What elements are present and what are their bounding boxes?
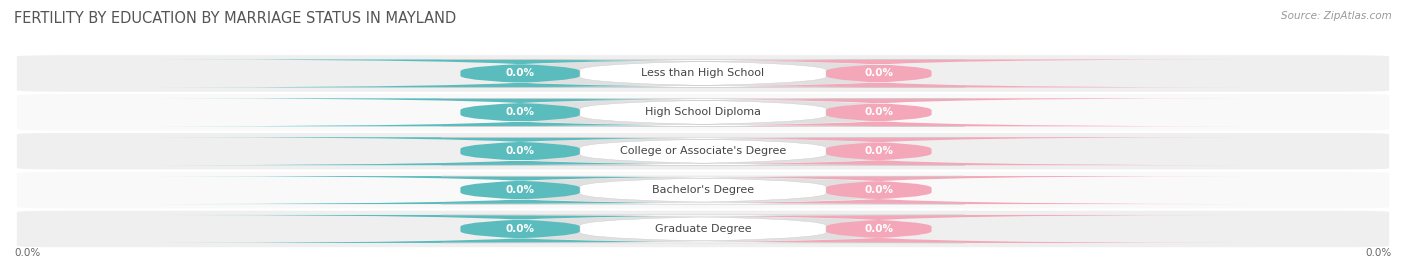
Text: 0.0%: 0.0% <box>865 146 893 156</box>
FancyBboxPatch shape <box>155 59 886 87</box>
Text: Graduate Degree: Graduate Degree <box>655 224 751 234</box>
Text: Bachelor's Degree: Bachelor's Degree <box>652 185 754 195</box>
FancyBboxPatch shape <box>17 55 1389 92</box>
FancyBboxPatch shape <box>441 215 965 243</box>
Text: 0.0%: 0.0% <box>506 68 534 79</box>
FancyBboxPatch shape <box>17 133 1389 170</box>
FancyBboxPatch shape <box>460 137 932 165</box>
FancyBboxPatch shape <box>155 137 886 165</box>
FancyBboxPatch shape <box>506 137 1251 165</box>
Text: 0.0%: 0.0% <box>506 107 534 117</box>
Text: 0.0%: 0.0% <box>1365 248 1392 258</box>
Text: 0.0%: 0.0% <box>14 248 41 258</box>
FancyBboxPatch shape <box>17 211 1389 247</box>
FancyBboxPatch shape <box>506 59 1251 87</box>
FancyBboxPatch shape <box>460 215 932 243</box>
FancyBboxPatch shape <box>506 215 1251 243</box>
Text: 0.0%: 0.0% <box>506 224 534 234</box>
Text: High School Diploma: High School Diploma <box>645 107 761 117</box>
Text: 0.0%: 0.0% <box>506 185 534 195</box>
Text: 0.0%: 0.0% <box>865 68 893 79</box>
FancyBboxPatch shape <box>460 98 932 126</box>
FancyBboxPatch shape <box>155 215 886 243</box>
Text: 0.0%: 0.0% <box>865 107 893 117</box>
FancyBboxPatch shape <box>441 137 965 165</box>
FancyBboxPatch shape <box>441 176 965 204</box>
Text: 0.0%: 0.0% <box>865 185 893 195</box>
Text: Less than High School: Less than High School <box>641 68 765 79</box>
FancyBboxPatch shape <box>155 176 886 204</box>
FancyBboxPatch shape <box>155 98 886 126</box>
FancyBboxPatch shape <box>441 98 965 126</box>
FancyBboxPatch shape <box>460 59 932 87</box>
Text: 0.0%: 0.0% <box>506 146 534 156</box>
Text: Source: ZipAtlas.com: Source: ZipAtlas.com <box>1281 11 1392 21</box>
Text: 0.0%: 0.0% <box>865 224 893 234</box>
Text: College or Associate's Degree: College or Associate's Degree <box>620 146 786 156</box>
FancyBboxPatch shape <box>441 59 965 87</box>
FancyBboxPatch shape <box>17 172 1389 208</box>
FancyBboxPatch shape <box>506 176 1251 204</box>
FancyBboxPatch shape <box>17 94 1389 131</box>
FancyBboxPatch shape <box>506 98 1251 126</box>
FancyBboxPatch shape <box>460 176 932 204</box>
Text: FERTILITY BY EDUCATION BY MARRIAGE STATUS IN MAYLAND: FERTILITY BY EDUCATION BY MARRIAGE STATU… <box>14 11 457 26</box>
